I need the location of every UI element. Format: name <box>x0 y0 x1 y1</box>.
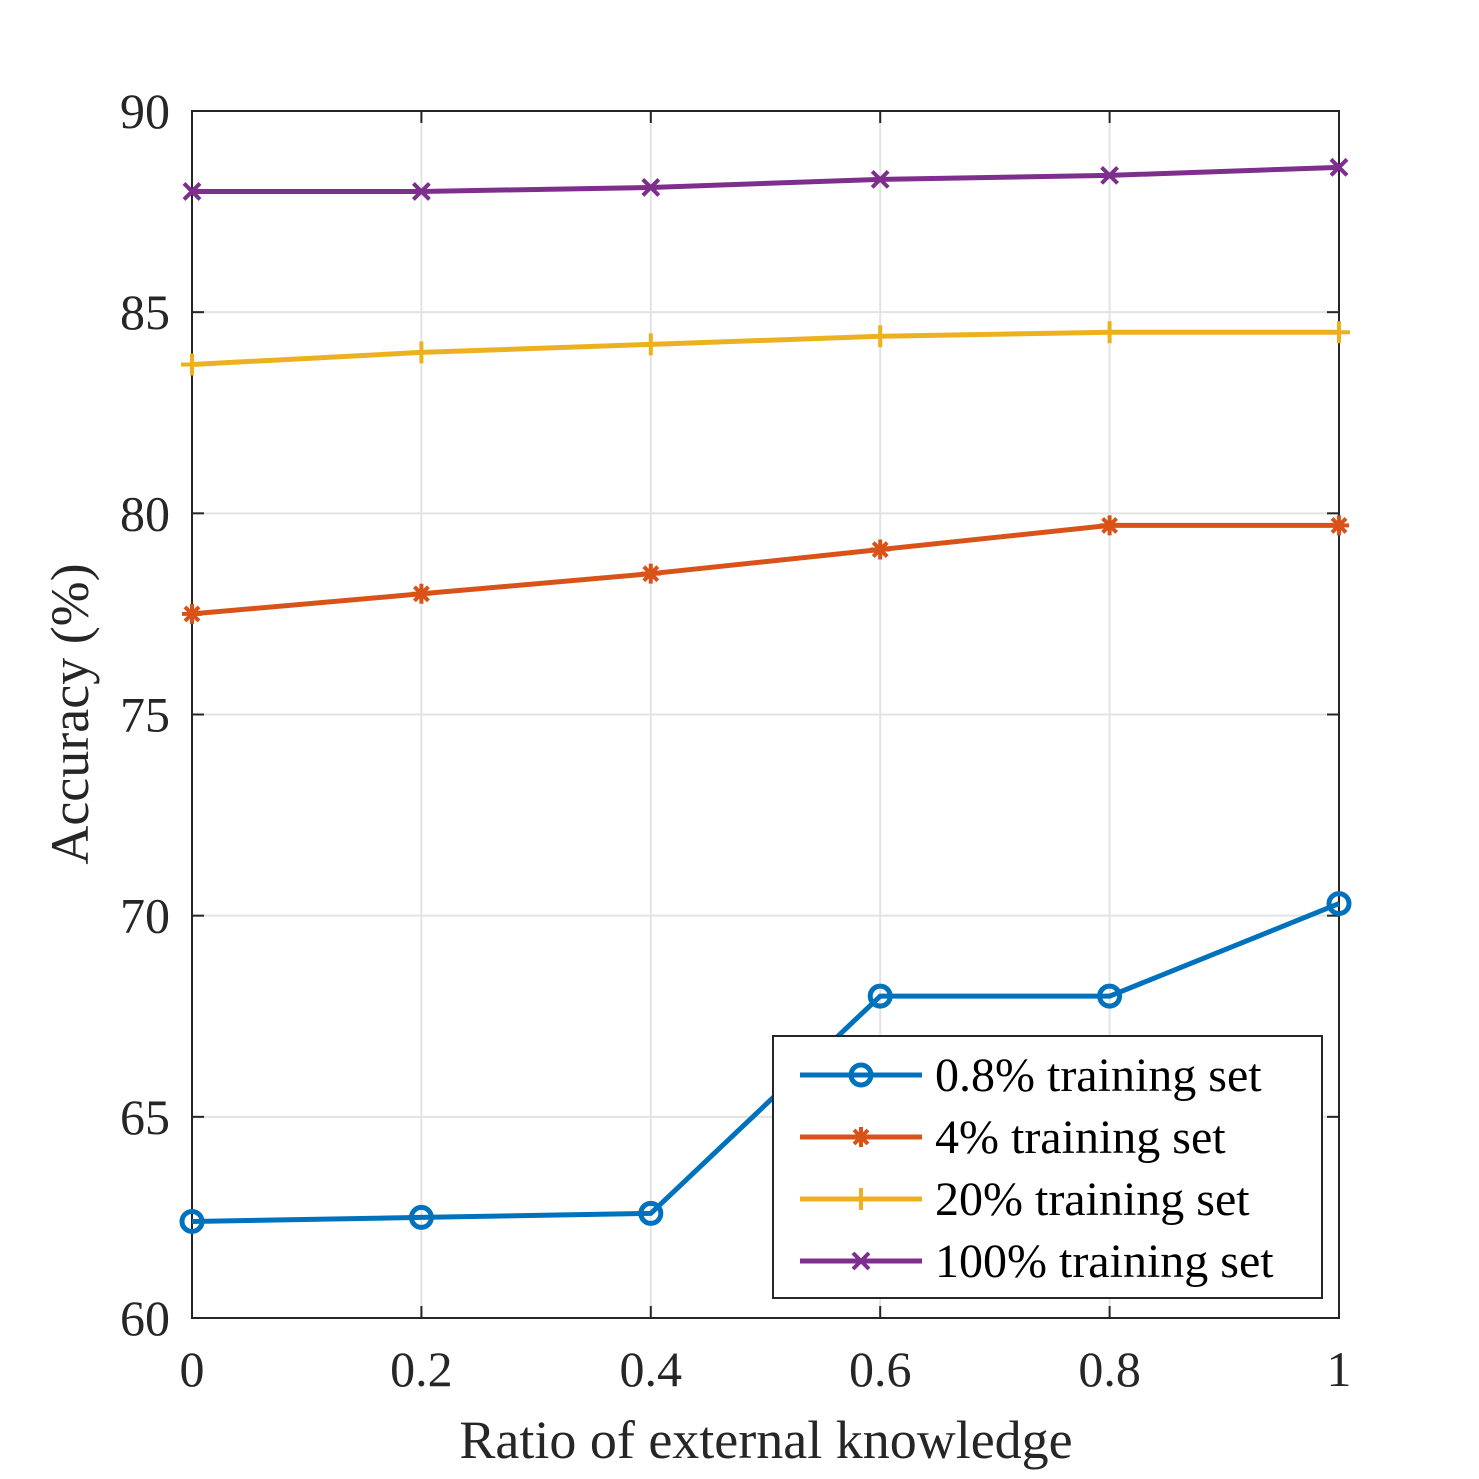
plus-marker <box>639 333 662 356</box>
plus-marker <box>181 353 203 376</box>
x-marker <box>411 182 431 201</box>
legend-entry: 0.8% training set <box>800 1049 1262 1102</box>
legend-items: 0.8% training set 4% training set 20% trai… <box>800 1049 1274 1288</box>
x-axis-title: Ratio of external knowledge <box>459 1410 1072 1470</box>
grid <box>191 110 1340 1319</box>
x-marker <box>182 182 202 201</box>
series-line <box>191 522 1339 617</box>
x-marker <box>1100 165 1120 185</box>
y-tick-label: 75 <box>120 687 170 743</box>
series-0-8-training-set <box>179 891 1352 1234</box>
y-tick-label: 60 <box>120 1290 170 1346</box>
y-tick-label: 80 <box>120 485 170 541</box>
legend-label: 100% training set <box>935 1235 1274 1288</box>
asterisk-marker <box>411 583 432 604</box>
legend-entry: 100% training set <box>800 1235 1274 1288</box>
x-tick-label: 0.8 <box>1078 1341 1141 1397</box>
legend-label: 4% training set <box>935 1111 1226 1164</box>
legend-label: 0.8% training set <box>935 1049 1262 1102</box>
asterisk-marker <box>1329 515 1349 536</box>
y-axis-title: Accuracy (%) <box>40 563 100 864</box>
y-tick-label: 70 <box>120 888 170 944</box>
circle-marker <box>848 1062 874 1088</box>
plus-marker <box>850 1188 872 1210</box>
series-group <box>179 157 1352 1234</box>
asterisk-marker <box>1099 515 1120 536</box>
plus-marker <box>410 341 433 364</box>
series-line <box>191 901 1340 1224</box>
series-20-training-set <box>181 321 1350 376</box>
circle-marker <box>638 1200 664 1226</box>
x-tick-label: 1 <box>1327 1341 1352 1397</box>
series-line <box>191 329 1339 367</box>
legend-box <box>772 1035 1323 1299</box>
circle-marker <box>179 1208 205 1234</box>
y-tick-label: 90 <box>120 83 170 139</box>
plus-marker <box>1098 321 1121 344</box>
circle-marker <box>867 983 893 1009</box>
asterisk-marker <box>640 563 661 584</box>
asterisk-marker <box>851 1127 871 1147</box>
legend-entry: 20% training set <box>800 1173 1250 1226</box>
series-100-training-set <box>182 157 1349 201</box>
x-marker <box>641 178 661 197</box>
x-marker <box>870 169 890 189</box>
axes <box>191 110 1340 1319</box>
asterisk-marker <box>870 539 891 560</box>
legend: 0.8% training set 4% training set 20% trai… <box>772 1035 1323 1299</box>
series-4-training-set <box>182 515 1349 624</box>
x-tick-label: 0 <box>180 1341 205 1397</box>
x-tick-label: 0.4 <box>620 1341 683 1397</box>
y-tick-label: 65 <box>120 1089 170 1145</box>
plus-marker <box>869 325 892 348</box>
y-tick-label: 85 <box>120 284 170 340</box>
legend-label: 20% training set <box>935 1173 1250 1226</box>
series-line <box>192 164 1340 194</box>
circle-marker <box>408 1204 434 1230</box>
legend-entry: 4% training set <box>800 1111 1226 1164</box>
circle-marker <box>1097 983 1123 1009</box>
x-tick-label: 0.6 <box>849 1341 912 1397</box>
x-marker <box>1329 157 1349 177</box>
x-tick-label: 0.2 <box>390 1341 453 1397</box>
circle-marker <box>1326 891 1352 917</box>
x-marker <box>851 1251 871 1271</box>
tick-labels: 0 0.2 0.4 0.6 0.8 1 60 65 70 75 80 85 90 <box>120 83 1352 1397</box>
asterisk-marker <box>182 603 202 624</box>
plus-marker <box>1328 321 1350 344</box>
